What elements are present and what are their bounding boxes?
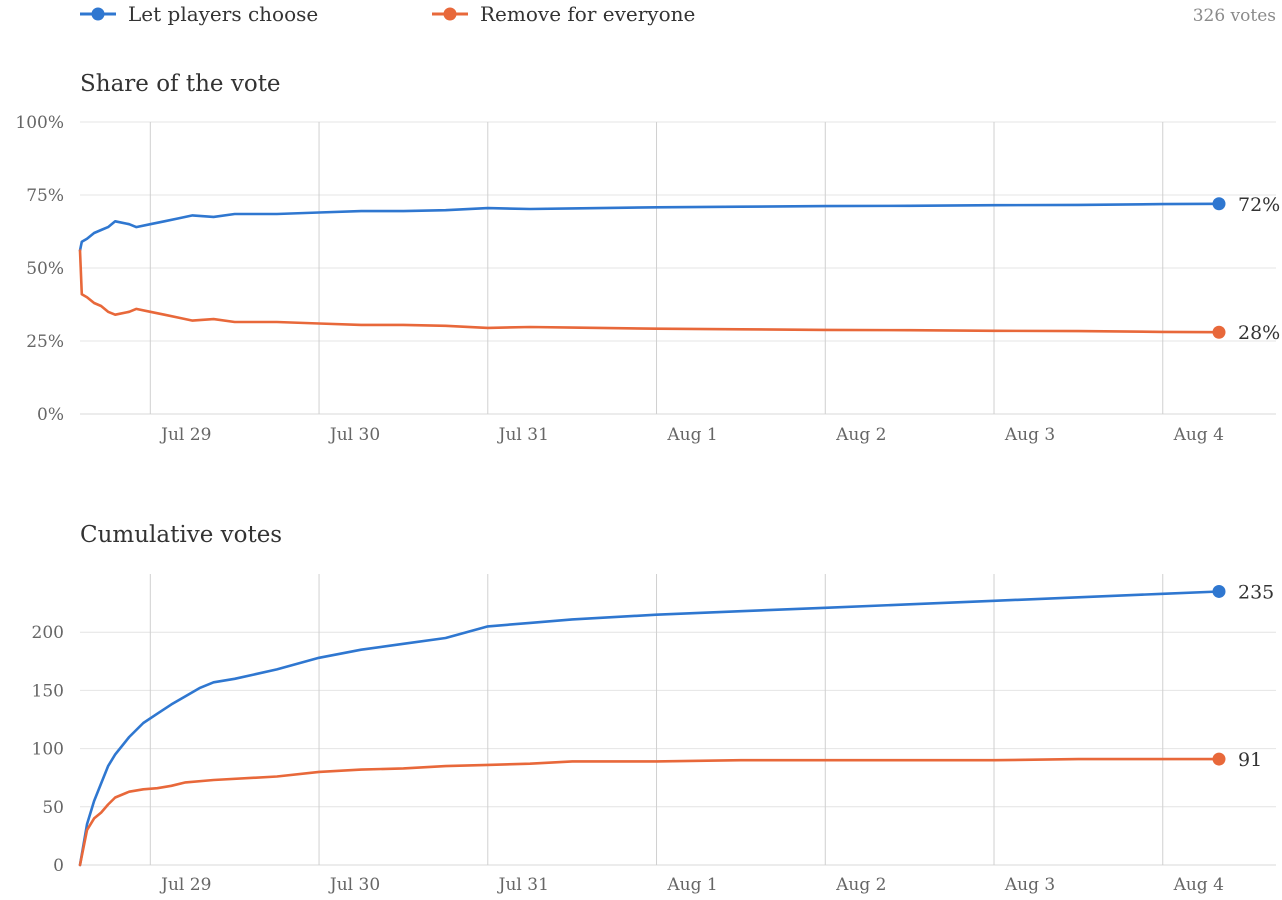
x-tick-label: Jul 30	[328, 425, 380, 445]
series-line	[78, 590, 1221, 867]
y-tick-label: 50%	[26, 259, 64, 279]
x-tick-label: Jul 30	[328, 875, 380, 895]
x-tick-label: Aug 2	[835, 425, 886, 445]
y-tick-label: 150	[32, 681, 64, 701]
chart-title: Cumulative votes	[80, 522, 282, 548]
x-tick-label: Aug 4	[1173, 875, 1224, 895]
legend-swatch-dot	[91, 7, 105, 21]
y-tick-label: 0%	[37, 405, 64, 425]
series-line	[78, 249, 1221, 334]
y-tick-label: 75%	[26, 186, 64, 206]
x-tick-label: Aug 1	[666, 875, 717, 895]
legend-label: Let players choose	[128, 2, 318, 26]
series-end-point	[1212, 197, 1226, 211]
legend-swatch-dot	[443, 7, 457, 21]
legend-label: Remove for everyone	[480, 2, 695, 26]
y-tick-label: 200	[32, 623, 64, 643]
series-end-label: 235	[1238, 581, 1274, 603]
total-votes: 326 votes	[1193, 6, 1276, 26]
legend-item: Let players choose	[80, 2, 318, 26]
series-line	[78, 757, 1221, 867]
y-tick-label: 50	[42, 798, 64, 818]
share-chart: Share of the vote 0% 25% 50% 75% 100% Jul 29 Ju…	[15, 71, 1280, 445]
x-tick-label: Jul 31	[497, 875, 549, 895]
legend-item: Remove for everyone	[432, 2, 695, 26]
series-end-label: 91	[1238, 749, 1262, 771]
series-line	[78, 202, 1221, 252]
series-end-point	[1212, 752, 1226, 766]
y-tick-label: 100%	[15, 113, 64, 133]
chart-title: Share of the vote	[80, 71, 281, 97]
x-tick-label: Aug 2	[835, 875, 886, 895]
x-tick-label: Aug 1	[666, 425, 717, 445]
y-tick-label: 100	[32, 740, 64, 760]
legend: Let players choose Remove for everyone 326…	[80, 2, 1276, 26]
x-tick-label: Aug 3	[1004, 875, 1055, 895]
x-tick-label: Aug 4	[1173, 425, 1224, 445]
x-tick-label: Jul 29	[159, 875, 211, 895]
y-tick-label: 25%	[26, 332, 64, 352]
x-tick-label: Jul 29	[159, 425, 211, 445]
x-tick-label: Aug 3	[1004, 425, 1055, 445]
cumulative-chart: Cumulative votes 0 50 100 150 200 Jul 29 Jul 30…	[32, 522, 1276, 895]
series-end-label: 28%	[1238, 322, 1280, 344]
series-end-point	[1212, 325, 1226, 339]
y-tick-label: 0	[53, 856, 64, 876]
series-end-label: 72%	[1238, 194, 1280, 216]
x-tick-label: Jul 31	[497, 425, 549, 445]
series-end-point	[1212, 584, 1226, 598]
